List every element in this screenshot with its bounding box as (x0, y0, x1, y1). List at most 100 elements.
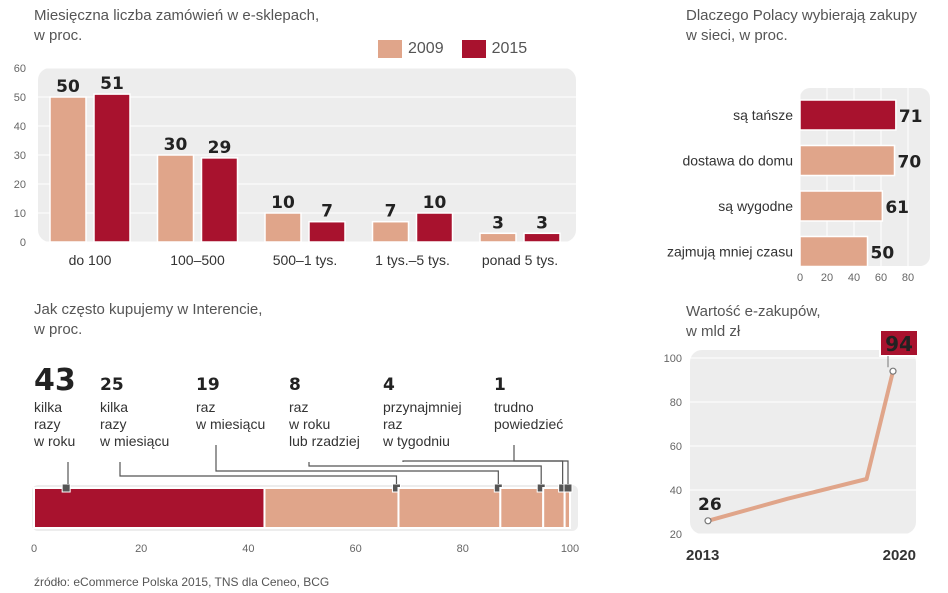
frequency-category-label: powiedzieć (494, 416, 563, 432)
orders-value-label: 51 (100, 74, 124, 94)
orders-title-line1: Miesięczna liczba zamówień w e-sklepach, (34, 7, 320, 24)
reasons-bar (799, 99, 897, 131)
frequency-marker (61, 483, 71, 493)
reasons-x-tick: 60 (875, 272, 887, 284)
frequency-leader-line (308, 462, 542, 484)
frequency-category-label: raz (289, 399, 308, 415)
frequency-category-label: w roku (288, 416, 330, 432)
frequency-value-label: 43 (34, 363, 76, 398)
reasons-title-line1: Dlaczego Polacy wybierają zakupy (686, 7, 917, 24)
frequency-value-label: 25 (100, 375, 124, 395)
reasons-x-tick: 40 (848, 272, 860, 284)
orders-bar-2015 (200, 157, 239, 243)
frequency-category-label: raz (383, 416, 402, 432)
orders-value-label: 50 (56, 77, 80, 97)
frequency-title-line2: w proc. (34, 321, 83, 338)
value-y-tick: 20 (670, 529, 682, 541)
frequency-leader-line (513, 445, 569, 484)
legend-swatch-2015 (461, 40, 486, 58)
orders-category-label: 1 tys.–5 tys. (375, 252, 450, 268)
orders-value-label: 10 (423, 193, 447, 213)
orders-chart-title: Miesięczna liczba zamówień w e-sklepach,… (34, 6, 319, 46)
frequency-marker (563, 483, 573, 493)
legend-swatch-2009 (378, 40, 402, 58)
orders-category-label: ponad 5 tys. (482, 252, 558, 268)
frequency-segment (499, 487, 545, 529)
orders-bar-2009 (371, 220, 410, 243)
value-title-line1: Wartość e-zakupów, (686, 303, 821, 320)
frequency-value-label: 19 (196, 375, 220, 395)
orders-bar-2009 (156, 154, 195, 243)
reasons-title-line2: w sieci, w proc. (686, 27, 788, 44)
reasons-x-tick: 0 (797, 272, 803, 284)
orders-value-label: 7 (321, 202, 333, 222)
orders-value-label: 3 (536, 213, 548, 233)
frequency-segment (33, 487, 266, 529)
value-line (707, 370, 895, 523)
reasons-bar (799, 190, 884, 222)
orders-y-tick: 20 (14, 179, 26, 191)
orders-category-label: do 100 (69, 252, 112, 268)
frequency-leader-line (119, 462, 398, 484)
orders-legend: 2009 2015 (378, 40, 527, 58)
legend-item-2015: 2015 (461, 40, 528, 58)
reasons-category-label: są tańsze (733, 107, 793, 123)
value-last-label: 94 (885, 332, 913, 356)
orders-bar-2015 (523, 232, 561, 243)
orders-y-tick: 50 (14, 92, 26, 104)
frequency-value-label: 1 (494, 375, 506, 395)
reasons-x-tick: 20 (821, 272, 833, 284)
reasons-value-label: 71 (899, 107, 923, 127)
reasons-value-label: 50 (871, 244, 895, 264)
reasons-bar (799, 235, 869, 268)
orders-bar-2009 (49, 96, 87, 243)
frequency-chart-title: Jak często kupujemy w Interencie, w proc… (34, 300, 262, 340)
frequency-segment (542, 487, 566, 529)
frequency-category-label: kilka (100, 399, 128, 415)
orders-y-tick: 60 (14, 63, 26, 75)
frequency-leader-line (402, 460, 564, 484)
reasons-category-label: zajmują mniej czasu (667, 244, 793, 260)
frequency-category-label: przynajmniej (383, 399, 462, 415)
orders-bar-2015 (415, 212, 454, 243)
value-chart: 20 40 60 80 100 26 94 2013 2020 (664, 329, 919, 564)
orders-bar-2009 (264, 212, 302, 243)
reasons-x-tick: 80 (902, 272, 914, 284)
reasons-value-label: 61 (885, 198, 909, 218)
value-y-tick: 40 (670, 485, 682, 497)
frequency-category-label: trudno (494, 399, 534, 415)
frequency-leader-line (215, 445, 499, 484)
value-point (889, 367, 897, 375)
value-y-tick: 100 (664, 353, 682, 365)
reasons-bar (799, 144, 896, 177)
orders-bar-2015 (308, 220, 346, 243)
value-first-label: 26 (698, 495, 722, 515)
legend-label-2009: 2009 (408, 40, 444, 58)
reasons-chart-title: Dlaczego Polacy wybierają zakupy w sieci… (686, 6, 917, 46)
frequency-category-label: w roku (33, 433, 75, 449)
orders-value-label: 29 (208, 138, 232, 158)
orders-y-tick: 0 (20, 237, 26, 249)
reasons-category-label: są wygodne (718, 198, 793, 214)
value-y-tick: 60 (670, 441, 682, 453)
reasons-chart: 0 20 40 60 80 są tańsze 71 dostawa do domu 70 są … (667, 88, 930, 284)
orders-value-label: 10 (271, 193, 295, 213)
orders-chart: 0 10 20 30 40 50 60 50 51 do 100 30 29 100–500 10 7 500… (14, 63, 576, 268)
frequency-category-label: lub rzadziej (289, 433, 360, 449)
frequency-category-label: raz (196, 399, 215, 415)
value-last-badge (879, 329, 919, 357)
frequency-x-tick: 0 (31, 543, 37, 555)
legend-label-2015: 2015 (491, 40, 528, 58)
frequency-segment (397, 487, 502, 529)
frequency-value-label: 4 (383, 375, 395, 395)
orders-bar-2009 (479, 232, 517, 243)
orders-y-tick: 10 (14, 208, 26, 220)
value-x-label-end: 2020 (883, 547, 916, 564)
orders-category-label: 100–500 (170, 252, 225, 268)
frequency-category-label: razy (34, 416, 60, 432)
frequency-x-tick: 100 (561, 543, 579, 555)
orders-category-label: 500–1 tys. (273, 252, 338, 268)
reasons-value-label: 70 (898, 153, 922, 173)
